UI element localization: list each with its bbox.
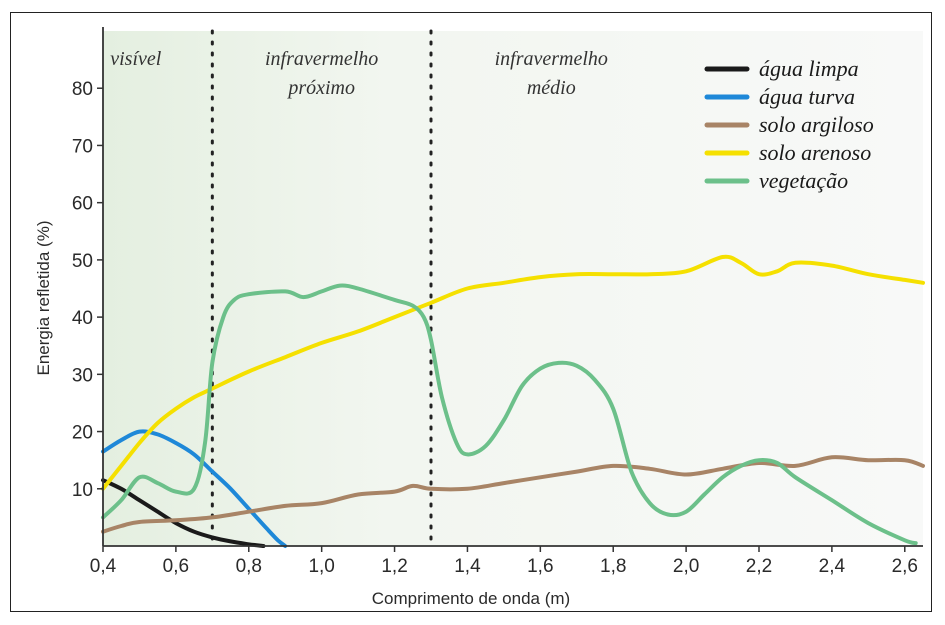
x-tick-label-2-2: 2,2 bbox=[746, 556, 772, 577]
x-tick-label-0-8: 0,8 bbox=[236, 556, 262, 577]
region-label-2-line-1: infravermelho bbox=[265, 48, 378, 70]
reflectance-chart: visível infravermelho próximo infravermelho… bbox=[34, 27, 925, 608]
legend-label-solo-argiloso: solo argiloso bbox=[759, 112, 874, 137]
x-tick-label-2-4: 2,4 bbox=[819, 556, 846, 577]
y-tick-label-60: 60 bbox=[72, 194, 93, 215]
series-line-vegetacao bbox=[101, 283, 918, 546]
legend-label-vegetacao: vegetação bbox=[759, 168, 848, 193]
region-label-3-line-2: médio bbox=[527, 77, 576, 99]
legend-label-agua-turva: água turva bbox=[759, 84, 855, 109]
y-tick-label-30: 30 bbox=[72, 365, 93, 386]
x-tick-label-1-8: 1,8 bbox=[600, 556, 626, 577]
legend-label-agua-limpa: água limpa bbox=[759, 56, 859, 81]
series-line-agua-limpa bbox=[101, 478, 266, 548]
plot-background bbox=[103, 31, 923, 546]
x-axis-title: Comprimento de onda (m) bbox=[372, 589, 570, 608]
y-axis-title: Energia refletida (%) bbox=[34, 221, 53, 376]
x-tick-label-1-0: 1,0 bbox=[308, 556, 334, 577]
series-line-solo-argiloso bbox=[101, 455, 925, 534]
x-tick-label-0-6: 0,6 bbox=[163, 556, 189, 577]
x-tick-label-1-4: 1,4 bbox=[454, 556, 481, 577]
y-tick-label-10: 10 bbox=[72, 480, 93, 501]
y-tick-label-20: 20 bbox=[72, 423, 93, 444]
legend: água limpa água turva solo argiloso solo ar… bbox=[704, 56, 874, 193]
region-label-1-line-1: visível bbox=[110, 48, 162, 70]
x-tick-label-0-4: 0,4 bbox=[90, 556, 117, 577]
x-tick-label-1-6: 1,6 bbox=[527, 556, 553, 577]
legend-label-solo-arenoso: solo arenoso bbox=[759, 140, 871, 165]
x-tick-label-2-0: 2,0 bbox=[673, 556, 699, 577]
y-tick-label-50: 50 bbox=[72, 251, 93, 272]
series-line-solo-arenoso bbox=[101, 254, 925, 491]
x-tick-label-2-6: 2,6 bbox=[892, 556, 918, 577]
y-tick-label-70: 70 bbox=[72, 136, 93, 157]
region-label-2-line-2: próximo bbox=[286, 77, 355, 99]
region-label-3-line-1: infravermelho bbox=[495, 48, 608, 70]
y-tick-label-80: 80 bbox=[72, 79, 93, 100]
x-tick-label-1-2: 1,2 bbox=[381, 556, 407, 577]
y-tick-label-40: 40 bbox=[72, 308, 93, 329]
chart-frame: visível infravermelho próximo infravermelho… bbox=[10, 12, 932, 612]
